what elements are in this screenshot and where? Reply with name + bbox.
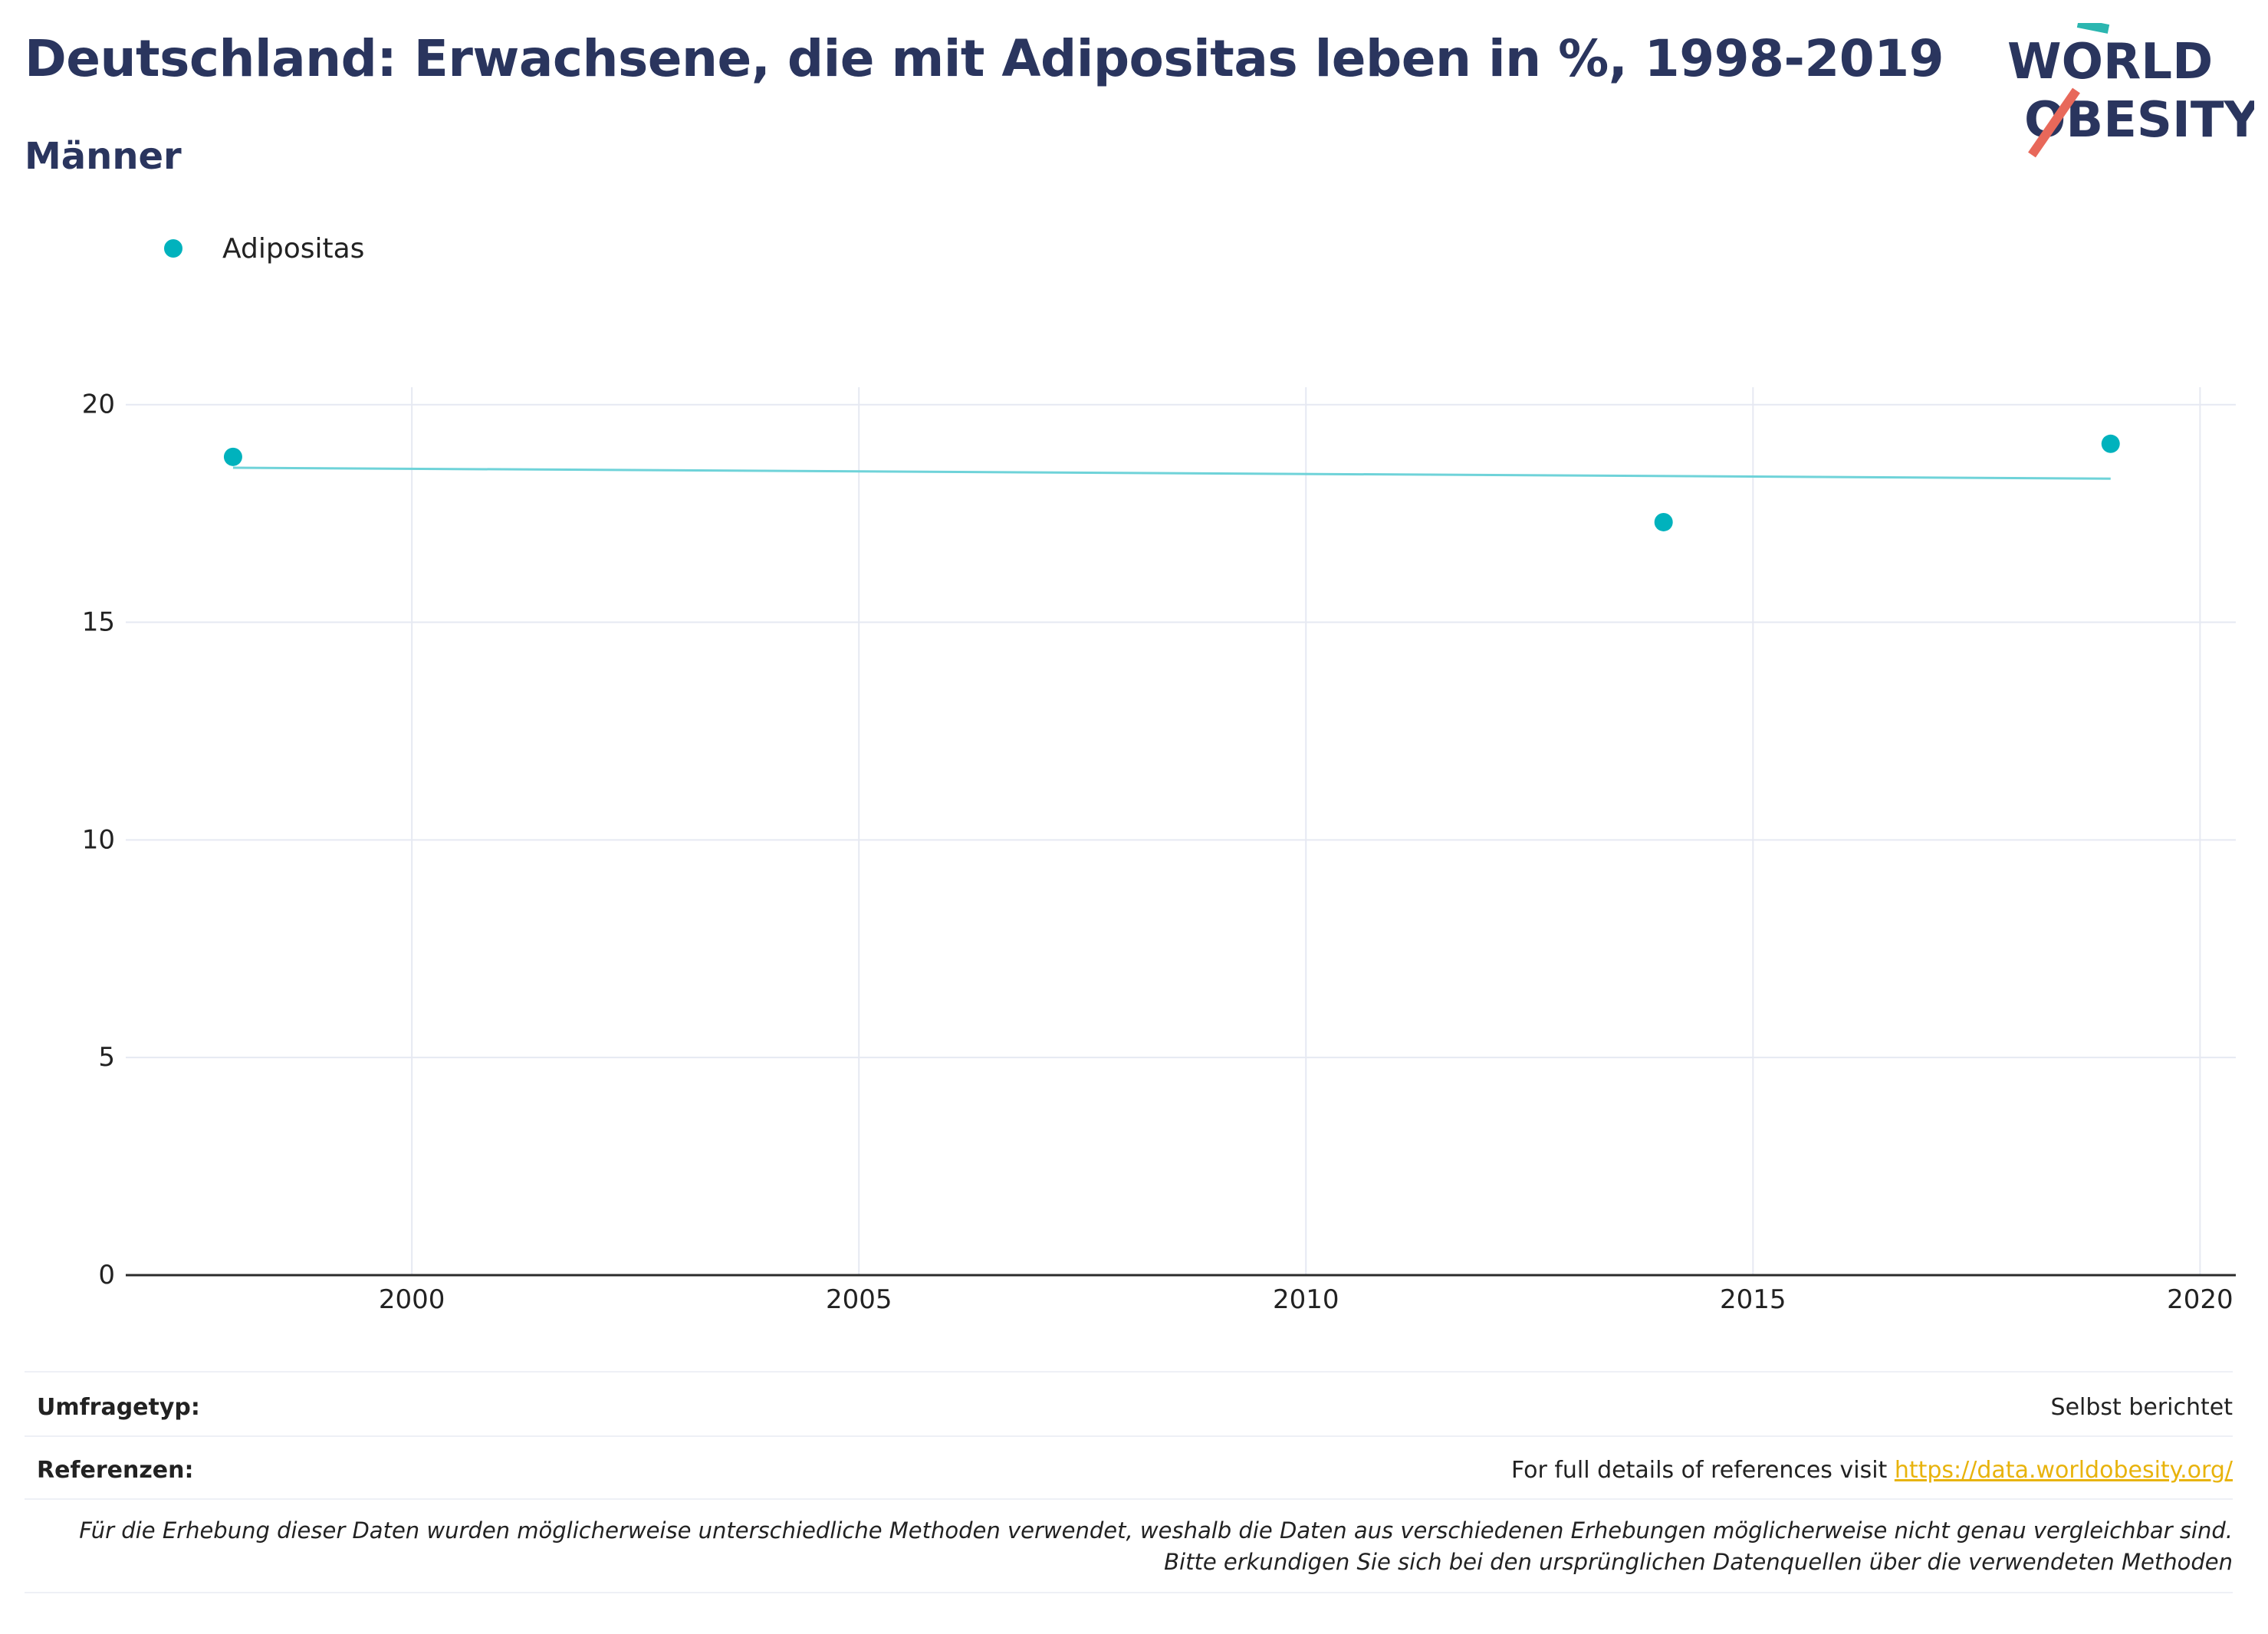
world-obesity-logo: WORLD OBESITY xyxy=(2007,23,2254,158)
legend-label: Adipositas xyxy=(222,233,364,265)
meta-divider-1 xyxy=(25,1371,2233,1373)
survey-type-value: Selbst berichtet xyxy=(2050,1394,2233,1421)
trend-line xyxy=(232,466,2111,480)
y-tick-label: 10 xyxy=(82,824,115,855)
logo-line-1: WORLD xyxy=(2007,34,2213,90)
references-label: Referenzen: xyxy=(37,1457,194,1484)
references-link[interactable]: https://data.worldobesity.org/ xyxy=(1894,1457,2233,1484)
chart-title: Deutschland: Erwachsene, die mit Adiposi… xyxy=(25,29,1944,88)
meta-divider-4 xyxy=(25,1592,2233,1593)
data-point-1998[interactable] xyxy=(223,447,242,466)
methods-note: Für die Erhebung dieser Daten wurden mög… xyxy=(79,1517,2233,1575)
references-text: For full details of references visit xyxy=(1510,1457,1895,1484)
x-tick-label: 2010 xyxy=(1273,1284,1339,1315)
point-layer xyxy=(223,434,2120,531)
logo-slash-top xyxy=(2076,23,2110,34)
y-tick-label: 20 xyxy=(82,390,115,420)
grid-layer xyxy=(126,387,2236,1275)
data-point-2014[interactable] xyxy=(1654,512,1673,531)
y-tick-label: 5 xyxy=(98,1042,115,1073)
legend[interactable]: Adipositas xyxy=(164,233,364,265)
axis-layer: 0 5 10 15 20 2000 2005 2010 2015 2020 xyxy=(82,390,2236,1315)
meta-divider-3 xyxy=(25,1498,2233,1500)
y-tick-label: 0 xyxy=(98,1260,115,1290)
logo-slash-bottom xyxy=(2028,87,2080,158)
x-tick-label: 2000 xyxy=(379,1284,445,1315)
chart-subtitle: Männer xyxy=(25,135,182,178)
y-tick-label: 15 xyxy=(82,607,115,638)
survey-type-label: Umfragetyp: xyxy=(37,1394,200,1421)
references-value: For full details of references visit htt… xyxy=(1511,1457,2233,1484)
x-tick-label: 2015 xyxy=(1720,1284,1786,1315)
meta-divider-2 xyxy=(25,1435,2233,1437)
logo-line-2: OBESITY xyxy=(2024,92,2254,149)
x-tick-label: 2020 xyxy=(2167,1284,2233,1315)
trend-layer xyxy=(232,466,2111,480)
x-tick-label: 2005 xyxy=(826,1284,892,1315)
data-point-2019[interactable] xyxy=(2101,434,2120,453)
legend-marker xyxy=(164,239,182,258)
scatter-chart: 0 5 10 15 20 2000 2005 2010 2015 2020 Adipositas xyxy=(82,233,2236,1315)
